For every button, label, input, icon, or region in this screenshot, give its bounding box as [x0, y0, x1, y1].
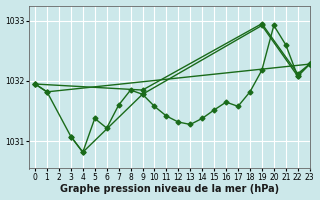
X-axis label: Graphe pression niveau de la mer (hPa): Graphe pression niveau de la mer (hPa): [60, 184, 279, 194]
